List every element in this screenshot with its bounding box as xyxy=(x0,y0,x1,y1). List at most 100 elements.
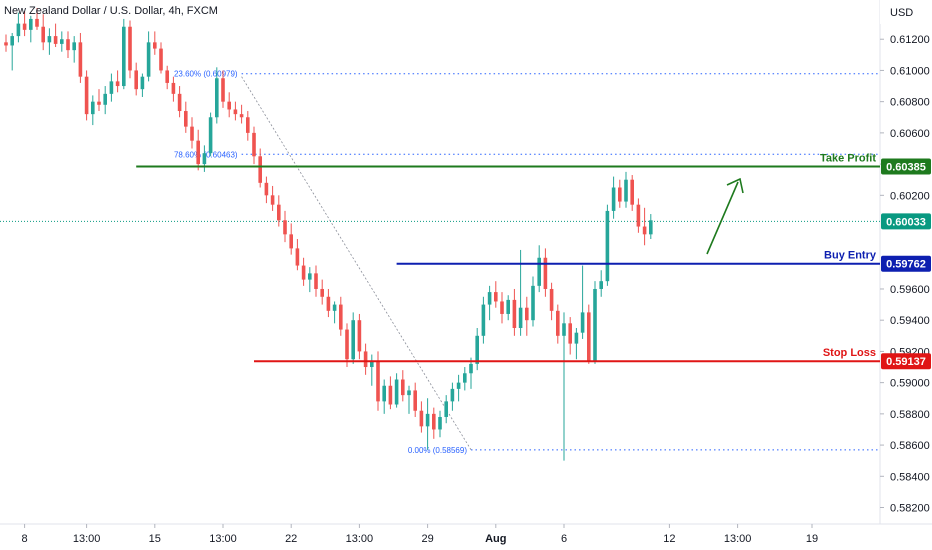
candle-body xyxy=(549,288,554,311)
candle xyxy=(432,407,436,439)
price-tick-label: 0.60800 xyxy=(890,97,930,109)
price-tick-label: 0.58800 xyxy=(890,409,930,421)
candle-body xyxy=(605,210,610,282)
candle xyxy=(463,367,467,391)
candle-body xyxy=(512,299,517,328)
take-profit-label: Take Profit xyxy=(820,152,876,164)
candle-body xyxy=(642,226,647,235)
candle-body xyxy=(165,70,169,83)
candle-body xyxy=(401,379,405,396)
candle-body xyxy=(587,312,591,361)
candle xyxy=(239,104,244,124)
time-axis[interactable]: 8 13:00 15 13:00 22 13:00 29 Aug 6 12 13:00 19 xyxy=(22,524,819,545)
candle xyxy=(351,312,355,364)
time-tick-label: 29 xyxy=(421,533,433,545)
candle-body xyxy=(283,220,287,235)
candle xyxy=(314,265,318,297)
candle-body xyxy=(153,42,157,49)
candle-body xyxy=(29,18,33,30)
candle xyxy=(320,279,324,305)
candle xyxy=(165,65,169,90)
candle-body xyxy=(277,204,281,221)
candle-body xyxy=(66,39,70,51)
take-profit-badge-value: 0.60385 xyxy=(886,161,926,173)
candle xyxy=(568,317,572,355)
currency-label[interactable]: USD xyxy=(890,7,913,19)
candle-body xyxy=(122,26,126,87)
candle-body xyxy=(574,332,579,344)
time-tick-label: 15 xyxy=(149,533,161,545)
candle-body xyxy=(351,320,355,360)
candle-body xyxy=(506,299,510,314)
candle-body xyxy=(233,109,238,115)
candle xyxy=(29,15,33,43)
candle xyxy=(171,76,176,102)
candle-body xyxy=(531,285,535,321)
candle-body xyxy=(171,82,176,94)
price-tick-label: 0.58600 xyxy=(890,440,930,452)
candle-body xyxy=(339,304,343,330)
candle xyxy=(153,31,157,55)
candle xyxy=(283,210,287,243)
candle-body xyxy=(481,304,486,336)
trade-levels[interactable]: Take Profit Buy Entry Stop Loss xyxy=(136,152,880,363)
price-tick-label: 0.59400 xyxy=(890,315,930,327)
candle xyxy=(295,239,300,271)
price-tick-label: 0.60200 xyxy=(890,190,930,202)
candle xyxy=(363,343,368,375)
candle xyxy=(605,204,610,286)
candle xyxy=(456,374,461,402)
price-axis[interactable]: 0.612000.610000.608000.606000.604000.602… xyxy=(880,34,930,515)
candle xyxy=(636,198,641,233)
candlestick-series xyxy=(4,8,653,461)
candle-body xyxy=(208,117,213,154)
time-tick-label: Aug xyxy=(485,533,506,545)
candle xyxy=(580,265,585,339)
candle xyxy=(196,129,200,171)
candle xyxy=(109,73,114,102)
candle xyxy=(549,282,554,321)
candle xyxy=(413,382,417,417)
candle xyxy=(35,8,39,30)
candle-body xyxy=(289,234,293,249)
candle xyxy=(84,70,89,121)
candle xyxy=(357,313,362,360)
candle xyxy=(91,95,95,126)
forecast-arrow[interactable] xyxy=(706,177,744,255)
candle xyxy=(345,323,349,368)
candle-body xyxy=(184,111,188,127)
candle xyxy=(419,401,424,433)
candle xyxy=(425,398,430,450)
candle-body xyxy=(252,132,256,157)
candle-body xyxy=(562,323,566,336)
candle-body xyxy=(432,413,436,430)
candle-body xyxy=(419,410,424,427)
candle-body xyxy=(438,416,442,430)
candle xyxy=(642,207,647,246)
candle-body xyxy=(4,42,8,46)
candle xyxy=(208,112,213,157)
candle xyxy=(556,304,560,344)
candle-body xyxy=(636,204,641,227)
candle-body xyxy=(84,76,89,115)
candle xyxy=(587,304,591,364)
candle xyxy=(469,357,473,389)
time-tick-label: 6 xyxy=(561,533,567,545)
candle-body xyxy=(413,390,417,411)
candle-body xyxy=(202,153,207,165)
candle xyxy=(53,23,58,48)
candle xyxy=(277,195,281,227)
candle-body xyxy=(221,78,225,102)
candle-body xyxy=(326,296,331,311)
candle-body xyxy=(264,182,269,196)
candle-body xyxy=(308,273,312,280)
candle-body xyxy=(487,292,492,305)
candle-body xyxy=(78,42,83,77)
stop-loss-badge-value: 0.59137 xyxy=(886,356,926,368)
candle-body xyxy=(593,288,597,361)
candle xyxy=(47,28,52,55)
candle-body xyxy=(128,26,132,71)
candle-body xyxy=(568,323,572,344)
time-tick-label: 13:00 xyxy=(73,533,101,545)
